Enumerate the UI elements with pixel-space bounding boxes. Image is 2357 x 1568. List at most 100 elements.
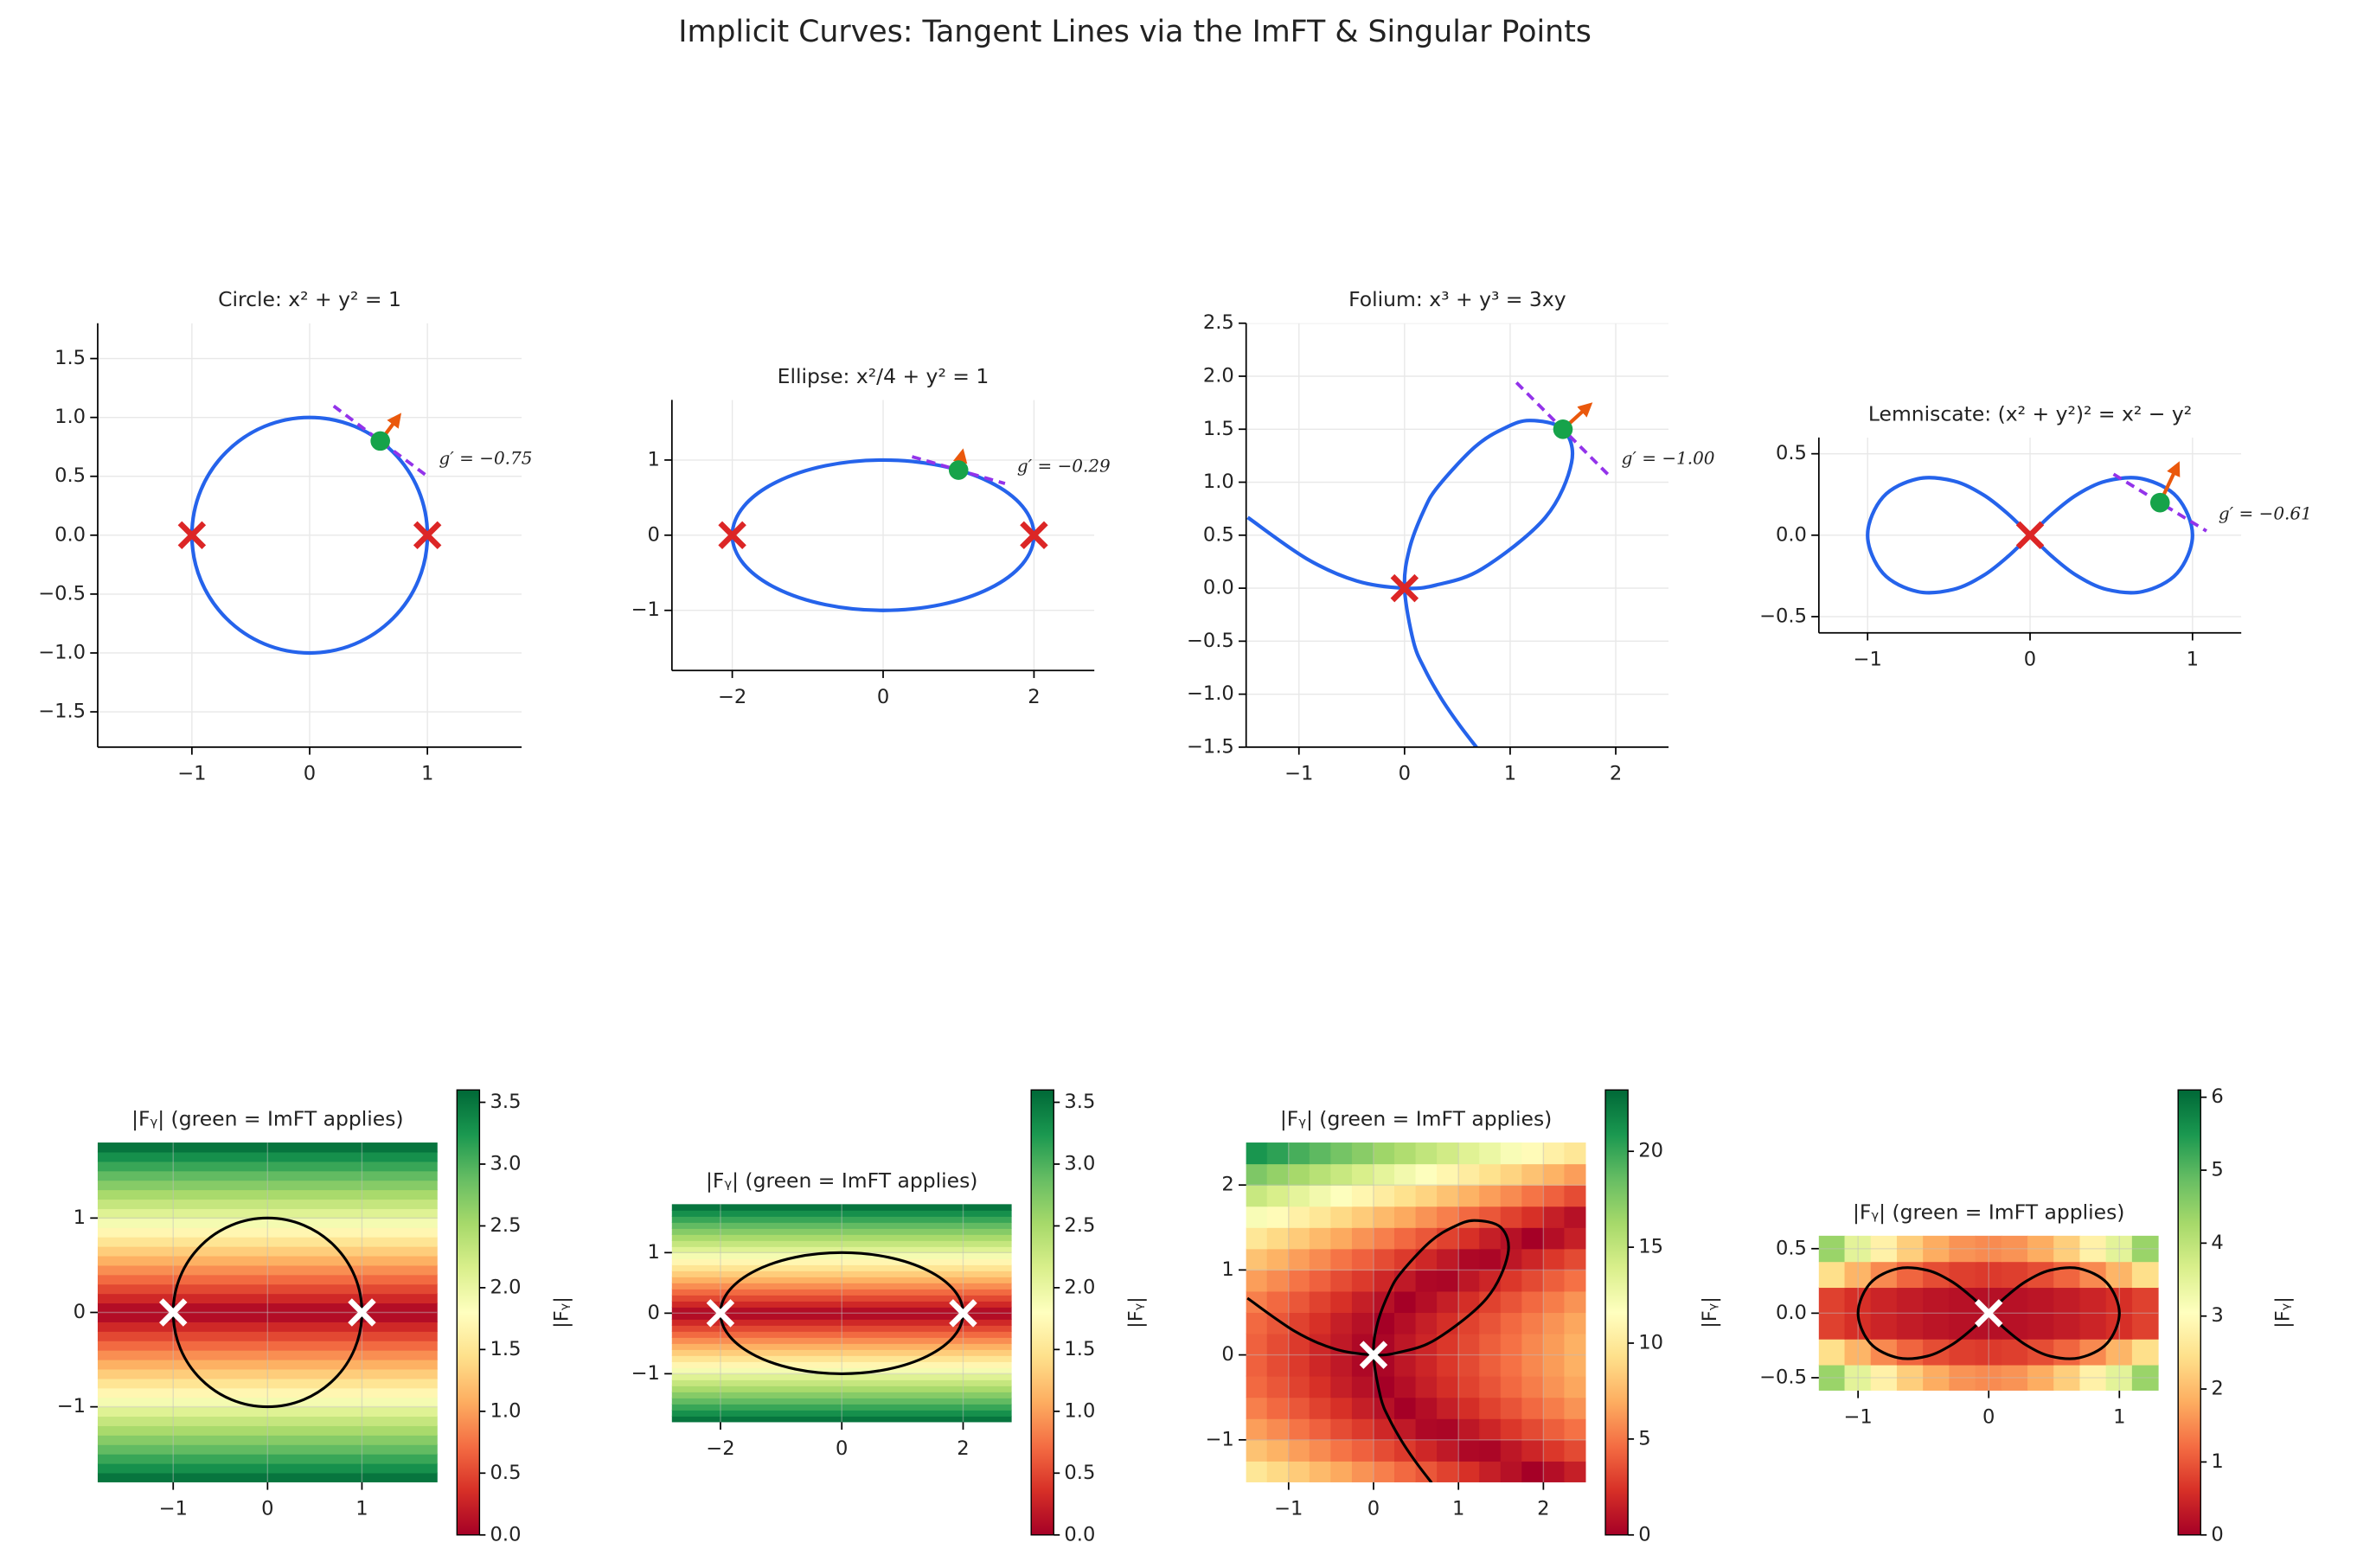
heat-cell <box>2053 1287 2081 1314</box>
heat-cell <box>1330 1248 1353 1270</box>
heat-cell <box>1437 1354 1459 1377</box>
singular-point <box>159 1298 188 1327</box>
x-tick-label: 0 <box>836 1437 848 1460</box>
heat-cell <box>1246 1311 1268 1334</box>
heat-cell <box>2131 1235 2159 1263</box>
heat-cell <box>1500 1184 1523 1207</box>
heat-cell <box>1246 1439 1268 1462</box>
heat-cell <box>1521 1206 1544 1228</box>
heat-cell <box>1500 1142 1523 1165</box>
heat-cell <box>1923 1364 1950 1391</box>
heat-cell <box>1437 1269 1459 1292</box>
colorbar <box>1604 1089 1629 1536</box>
colorbar <box>1030 1089 1054 1536</box>
heat-cell <box>1288 1184 1310 1207</box>
colorbar-tick-label: 2.0 <box>1064 1276 1095 1298</box>
heat-cell <box>1521 1142 1544 1165</box>
chart-title: |Fᵧ| (green = ImFT applies) <box>706 1168 978 1193</box>
tangent-label: g′ = −0.75 <box>439 448 532 469</box>
heat-cell <box>1330 1311 1353 1334</box>
heat-cell <box>1330 1206 1353 1228</box>
singular-point <box>718 521 746 550</box>
heat-cell <box>1500 1290 1523 1314</box>
heat-cell <box>1870 1312 1898 1340</box>
heat-cell <box>1542 1418 1566 1441</box>
heat-cell <box>1266 1142 1290 1165</box>
heat-cell <box>2053 1261 2081 1289</box>
heat-cell <box>1500 1163 1523 1186</box>
colorbar-tick-label: 0.5 <box>490 1462 522 1484</box>
heat-cell <box>1246 1206 1268 1228</box>
heat-cell <box>1521 1248 1544 1270</box>
chart-title: |Fᵧ| (green = ImFT applies) <box>131 1106 404 1130</box>
colorbar-tick-label: 0.5 <box>1064 1462 1095 1484</box>
heat-cell <box>2079 1364 2107 1391</box>
colorbar-tick-label: 3 <box>2211 1304 2223 1327</box>
plot-area <box>97 323 522 747</box>
singular-point <box>1974 1299 2003 1328</box>
singular-point <box>1390 573 1419 603</box>
heat-cell <box>1542 1206 1566 1228</box>
y-tick-label: 2.5 <box>1203 311 1234 334</box>
colorbar <box>2177 1089 2201 1536</box>
heat-cell <box>1437 1460 1459 1482</box>
heat-cell <box>1542 1375 1566 1398</box>
heat-cell <box>1266 1375 1290 1398</box>
implicit-curve <box>1856 1266 2121 1360</box>
heat-cell <box>1521 1375 1544 1398</box>
heat-cell <box>1564 1226 1586 1250</box>
heat-cell <box>1457 1184 1481 1207</box>
heat-cell <box>1949 1287 1976 1314</box>
heat-cell <box>1818 1287 1846 1314</box>
chart-title: Ellipse: x²/4 + y² = 1 <box>778 364 990 388</box>
heat-cell <box>1415 1269 1438 1292</box>
heat-cell <box>1923 1235 1950 1263</box>
heat-cell <box>1246 1163 1268 1186</box>
heat-cell <box>1457 1269 1481 1292</box>
heat-cell <box>1394 1226 1417 1250</box>
heat-cell <box>1564 1375 1586 1398</box>
heat-cell <box>1373 1460 1396 1482</box>
heat-cell <box>1975 1235 2002 1263</box>
heat-cell <box>1521 1269 1544 1292</box>
heat-cell <box>1351 1226 1374 1250</box>
heat-cell <box>1500 1397 1523 1419</box>
heat-cell <box>1351 1460 1374 1482</box>
heat-cell <box>1479 1354 1502 1377</box>
y-tick-label: 0.0 <box>54 523 86 546</box>
plot-area <box>97 1142 438 1482</box>
heat-cell <box>1246 1269 1268 1292</box>
heat-cell <box>1288 1163 1310 1186</box>
heat-cell <box>1288 1226 1310 1250</box>
y-tick-label: 0.5 <box>1776 442 1807 464</box>
heat-cell <box>1246 1354 1268 1377</box>
heat-cell <box>1542 1269 1566 1292</box>
heat-cell <box>1437 1248 1459 1270</box>
heat-cell <box>1266 1460 1290 1482</box>
colorbar-label: |Fᵧ| <box>2271 1296 2294 1328</box>
heat-cell <box>1437 1206 1459 1228</box>
heat-cell <box>1479 1397 1502 1419</box>
colorbar-tick-label: 2 <box>2211 1378 2223 1400</box>
heat-cell <box>1521 1333 1544 1356</box>
heat-cell <box>1564 1460 1586 1482</box>
heat-cell <box>1309 1290 1332 1314</box>
y-tick-label: −1 <box>631 1362 660 1385</box>
heat-cell <box>671 1204 1012 1211</box>
heat-cell <box>1500 1311 1523 1334</box>
heat-cell <box>1309 1311 1332 1334</box>
heat-cell <box>1246 1375 1268 1398</box>
heat-cell <box>1564 1354 1586 1377</box>
heat-cell <box>1288 1439 1310 1462</box>
y-tick-label: 2 <box>1221 1174 1233 1196</box>
y-tick-label: 1 <box>74 1206 86 1229</box>
heat-cell <box>1437 1184 1459 1207</box>
heat-cell <box>1479 1163 1502 1186</box>
colorbar-tick-label: 3.5 <box>1064 1091 1095 1113</box>
heat-cell <box>2053 1338 2081 1366</box>
heat-cell <box>1351 1375 1374 1398</box>
heat-cell <box>2053 1364 2081 1391</box>
heat-cell <box>1457 1460 1481 1482</box>
plot-area <box>671 400 1095 671</box>
heat-cell <box>1437 1163 1459 1186</box>
